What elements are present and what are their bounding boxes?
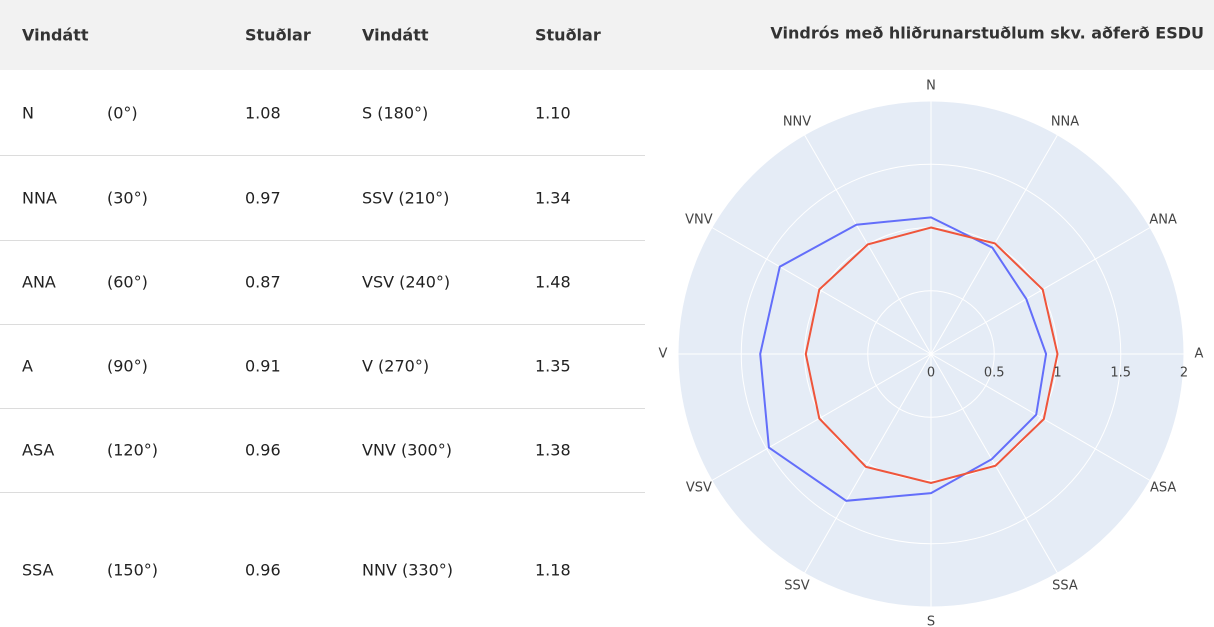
table-cell: 0.96 — [245, 560, 281, 579]
table-cell: SSV (210°) — [362, 188, 450, 207]
table-cell: (150°) — [107, 560, 159, 579]
chart-title: Vindrós með hliðrunarstuðlum skv. aðferð… — [770, 23, 1204, 43]
radial-tick-label: 1 — [1053, 366, 1061, 381]
table-cell: V (270°) — [362, 356, 430, 376]
angular-grid-line — [930, 134, 1058, 355]
table-cell: (60°) — [107, 272, 148, 292]
table-cell: 1.08 — [245, 103, 281, 122]
table-cell: (30°) — [107, 188, 148, 207]
row-separator — [0, 492, 645, 493]
table-cell: 1.38 — [535, 440, 571, 460]
angular-grid-line — [711, 227, 932, 355]
angular-tick-label: N — [926, 79, 936, 94]
angular-tick-label: VNV — [685, 213, 713, 228]
table-cell: SSA — [22, 560, 54, 579]
angular-tick-label: ASA — [1150, 481, 1176, 496]
table-cell: 0.87 — [245, 272, 281, 292]
angular-tick-label: NNA — [1051, 114, 1079, 129]
table-cell: (0°) — [107, 103, 138, 122]
angular-tick-label: SSA — [1052, 579, 1078, 594]
series-line — [759, 216, 1048, 502]
header-cell: Vindátt — [362, 25, 429, 45]
angular-tick-label: NNV — [783, 114, 811, 129]
table-cell: ASA — [22, 440, 55, 460]
row-separator — [0, 240, 645, 241]
table-cell: A — [22, 356, 33, 376]
radial-tick-label: 0 — [927, 366, 935, 381]
row-separator — [0, 324, 645, 325]
table-cell: (120°) — [107, 440, 159, 460]
row-separator — [0, 408, 645, 409]
table-header — [0, 0, 1214, 70]
series-line — [804, 226, 1059, 485]
table-cell: 0.91 — [245, 356, 281, 376]
angular-grid-line — [711, 353, 932, 481]
angular-tick-label: ANA — [1149, 213, 1177, 228]
radial-tick-label: 1.5 — [1110, 366, 1131, 381]
header-cell: Stuðlar — [535, 25, 601, 45]
table-cell: 1.34 — [535, 188, 571, 207]
table-cell: ANA — [22, 272, 56, 292]
angular-grid-line — [930, 353, 1151, 481]
angular-tick-label: VSV — [686, 481, 712, 496]
angular-grid-line — [930, 227, 1151, 355]
header-cell: Stuðlar — [245, 25, 311, 45]
angular-tick-label: SSV — [784, 579, 810, 594]
angular-tick-label: S — [927, 615, 935, 627]
table-cell: 1.18 — [535, 560, 571, 579]
radial-tick-label: 0.5 — [984, 366, 1005, 381]
row-separator — [0, 155, 645, 156]
table-cell: N — [22, 103, 34, 122]
table-cell: VSV (240°) — [362, 272, 451, 292]
table-cell: 1.10 — [535, 103, 571, 122]
header-cell: Vindátt — [22, 25, 89, 45]
table-cell: S (180°) — [362, 103, 429, 122]
angular-grid-line — [930, 353, 1058, 574]
table-cell: NNA — [22, 188, 57, 207]
table-cell: 1.35 — [535, 356, 571, 376]
table-cell: NNV (330°) — [362, 560, 453, 579]
angular-grid-line — [804, 353, 932, 574]
table-cell: 0.96 — [245, 440, 281, 460]
angular-tick-label: V — [659, 347, 668, 362]
table-cell: 0.97 — [245, 188, 281, 207]
radial-tick-label: 2 — [1180, 366, 1188, 381]
angular-tick-label: A — [1195, 347, 1204, 362]
table-cell: 1.48 — [535, 272, 571, 292]
table-cell: (90°) — [107, 356, 148, 376]
table-cell: VNV (300°) — [362, 440, 452, 460]
